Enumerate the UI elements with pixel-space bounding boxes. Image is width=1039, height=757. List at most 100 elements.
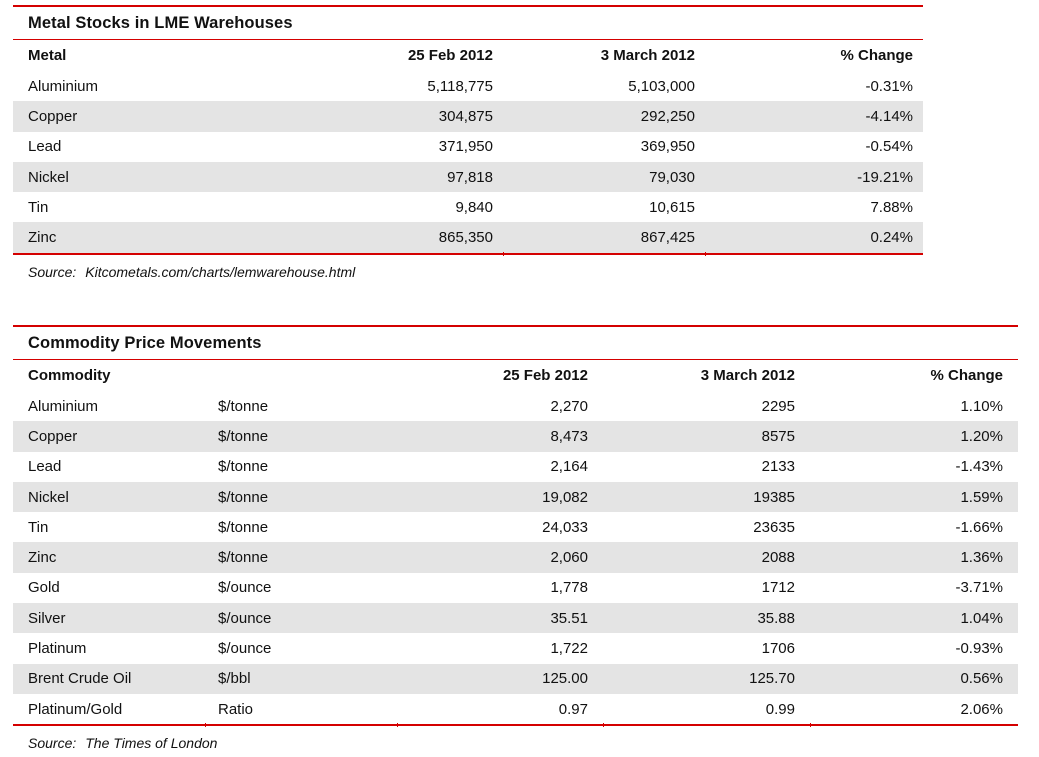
table-cell: Gold <box>28 579 60 597</box>
table-title: Metal Stocks in LME Warehouses <box>13 7 923 40</box>
column-tick <box>603 723 604 728</box>
table-cell: 292,250 <box>640 107 695 125</box>
table-cell: -19.21% <box>857 168 913 186</box>
table-cell: 2,060 <box>550 549 588 567</box>
table-cell: Ratio <box>218 700 254 718</box>
table-row: Gold $/ounce 1,778 1712 -3.71% <box>13 573 1018 603</box>
table-cell: 24,033 <box>542 518 588 536</box>
table-row: Lead $/tonne 2,164 2133 -1.43% <box>13 452 1018 482</box>
column-tick <box>810 723 811 728</box>
table-cell: 2.06% <box>960 700 1003 718</box>
table-cell: $/tonne <box>218 397 269 415</box>
table-cell: Tin <box>28 198 49 216</box>
table-cell: 9,840 <box>455 198 493 216</box>
table-cell: Aluminium <box>28 397 99 415</box>
table-row: Aluminium 5,118,775 5,103,000 -0.31% <box>13 71 923 101</box>
table-cell: -0.93% <box>955 640 1003 658</box>
table-cell: Silver <box>28 609 66 627</box>
table-row: Copper $/tonne 8,473 8575 1.20% <box>13 421 1018 452</box>
column-header: 3 March 2012 <box>700 367 795 384</box>
table-cell: 8,473 <box>550 427 588 445</box>
table-cell: $/tonne <box>218 549 269 567</box>
metal-stocks-table-wrap: Metal 25 Feb 2012 3 March 2012 % Change Alum… <box>13 40 923 256</box>
table-cell: 1.36% <box>960 549 1003 567</box>
table-cell: 19385 <box>753 488 795 506</box>
table-cell: -1.43% <box>955 458 1003 476</box>
table-cell: 7.88% <box>870 198 913 216</box>
table-row: Silver $/ounce 35.51 35.88 1.04% <box>13 603 1018 634</box>
column-header: 25 Feb 2012 <box>502 367 588 384</box>
table-cell: 5,118,775 <box>427 77 493 95</box>
table-cell: 8575 <box>761 427 795 445</box>
table-cell: 23635 <box>753 518 795 536</box>
table-cell: -0.54% <box>865 138 913 156</box>
table-cell: 35.88 <box>757 609 795 627</box>
table-row: Nickel $/tonne 19,082 19385 1.59% <box>13 481 1018 513</box>
table-cell: 1.59% <box>960 488 1003 506</box>
table-cell: 0.56% <box>960 670 1003 688</box>
table-cell: $/ounce <box>218 579 272 597</box>
column-tick <box>705 251 706 256</box>
table-cell: Copper <box>28 107 78 125</box>
metal-stocks-table-section: Metal Stocks in LME Warehouses Metal 25 F… <box>13 5 923 281</box>
table-cell: Lead <box>28 458 62 476</box>
metal-stocks-table: Metal 25 Feb 2012 3 March 2012 % Change Alum… <box>13 40 923 255</box>
table-cell: Lead <box>28 138 62 156</box>
table-cell: Nickel <box>28 488 69 506</box>
table-cell: 2295 <box>761 397 795 415</box>
table-cell: -0.31% <box>865 77 913 95</box>
table-cell: 97,818 <box>447 168 493 186</box>
table-cell: 125.00 <box>542 670 588 688</box>
source-line: Source: Kitcometals.com/charts/lemwarehou… <box>13 255 923 281</box>
table-cell: Platinum <box>28 640 87 658</box>
column-header: Metal <box>28 47 67 64</box>
table-row: Zinc $/tonne 2,060 2088 1.36% <box>13 542 1018 573</box>
table-cell: 1712 <box>761 579 795 597</box>
table-cell: Aluminium <box>28 77 99 95</box>
table-row: Lead 371,950 369,950 -0.54% <box>13 132 923 162</box>
source-text: Kitcometals.com/charts/lemwarehouse.html <box>85 263 356 280</box>
table-cell: 304,875 <box>438 107 493 125</box>
table-cell: 865,350 <box>438 229 493 247</box>
table-cell: Nickel <box>28 168 69 186</box>
table-cell: 35.51 <box>550 609 588 627</box>
table-cell: Tin <box>28 518 49 536</box>
table-cell: 2,270 <box>550 397 588 415</box>
table-row: Platinum/Gold Ratio 0.97 0.99 2.06% <box>13 694 1018 725</box>
table-cell: 1,778 <box>550 579 588 597</box>
source-line: Source: The Times of London <box>13 726 1018 752</box>
table-cell: 369,950 <box>640 138 695 156</box>
table-cell: $/tonne <box>218 427 269 445</box>
column-header: % Change <box>840 47 913 64</box>
table-row: Tin 9,840 10,615 7.88% <box>13 192 923 222</box>
table-row: Copper 304,875 292,250 -4.14% <box>13 101 923 132</box>
table-cell: -3.71% <box>955 579 1003 597</box>
table-cell: Zinc <box>28 229 57 247</box>
table-row: Platinum $/ounce 1,722 1706 -0.93% <box>13 633 1018 663</box>
table-cell: $/tonne <box>218 518 269 536</box>
table-cell: $/ounce <box>218 640 272 658</box>
table-cell: $/bbl <box>218 670 251 688</box>
table-cell: 0.24% <box>870 229 913 247</box>
table-cell: $/ounce <box>218 609 272 627</box>
column-tick <box>205 723 206 728</box>
table-cell: $/tonne <box>218 458 269 476</box>
source-label: Source: <box>28 263 77 280</box>
commodity-prices-table: Commodity 25 Feb 2012 3 March 2012 % Change… <box>13 360 1018 727</box>
column-header <box>205 360 397 391</box>
table-cell: 19,082 <box>542 488 588 506</box>
table-cell: 371,950 <box>438 138 493 156</box>
table-row: Brent Crude Oil $/bbl 125.00 125.70 0.56% <box>13 663 1018 694</box>
table-cell: 2133 <box>761 458 795 476</box>
table-cell: 867,425 <box>640 229 695 247</box>
source-text: The Times of London <box>85 735 218 752</box>
column-header: 25 Feb 2012 <box>407 47 493 64</box>
source-label: Source: <box>28 735 77 752</box>
table-cell: Brent Crude Oil <box>28 670 132 688</box>
table-row: Tin $/tonne 24,033 23635 -1.66% <box>13 512 1018 542</box>
commodity-prices-table-wrap: Commodity 25 Feb 2012 3 March 2012 % Change… <box>13 360 1018 728</box>
table-cell: 10,615 <box>649 198 695 216</box>
column-tick <box>503 251 504 256</box>
table-cell: 79,030 <box>649 168 695 186</box>
